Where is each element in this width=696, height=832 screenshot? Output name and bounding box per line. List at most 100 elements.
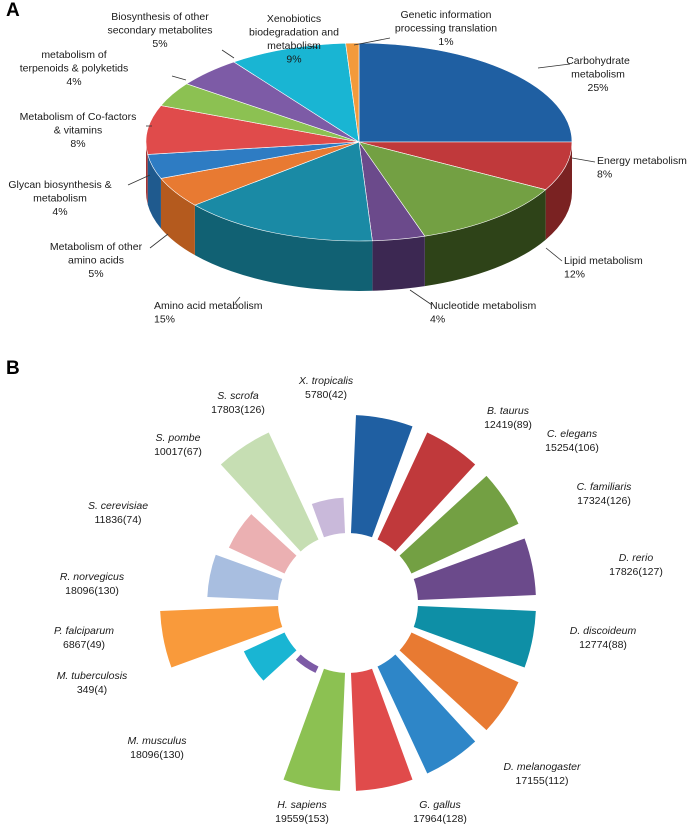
pie-a-leader-metabolism-of-terpenoids-polyketids: [171, 75, 187, 81]
pie-a-side-energy-metabolism: [545, 142, 572, 240]
pie-b-name-s-cerevisiae: S. cerevisiae: [88, 500, 148, 512]
pie-a-value-biosynthesis-of-other-secondary-metabolites: 5%: [152, 38, 167, 50]
pie-a-label-nucleotide-metabolism: Nucleotide metabolism 4%: [430, 300, 536, 326]
pie-b-name-d-rerio: D. rerio: [619, 552, 654, 564]
pie-a-leader-biosynthesis-of-other-secondary-metabolites: [221, 49, 235, 59]
pie-a-sides: [146, 142, 572, 291]
pie-a-leader-lipid-metabolism: [545, 247, 563, 262]
pie-a-labels: Carbohydrate metabolism 25% Energy metaboli…: [8, 9, 687, 326]
pie-b-name-c-elegans: C. elegans: [547, 428, 598, 440]
pie-b-name-g-gallus: G. gallus: [419, 799, 461, 811]
pie-b-label-s-pombe: S. pombe 10017(67): [154, 432, 202, 458]
pie-a-label-biosynthesis-of-other-secondary-metabolites: Biosynthesis of other secondary metabolit…: [107, 11, 212, 50]
pie-b-slice-h-sapiens: [350, 668, 413, 791]
pie-a-value-metabolism-of-terpenoids-polyketids: 4%: [66, 76, 81, 88]
pie-a-label-carbohydrate-metabolism: Carbohydrate metabolism 25%: [566, 55, 630, 94]
pie-a-label-energy-metabolism: Energy metabolism 8%: [597, 155, 687, 181]
pie-a-label-lipid-metabolism: Lipid metabolism 12%: [564, 255, 643, 281]
pie-a-slice-carbohydrate-metabolism: [358, 42, 573, 143]
pie-a-value-lipid-metabolism: 12%: [564, 269, 585, 281]
pie-b-slice-s-pombe: [228, 514, 297, 574]
pie-b-name-s-scrofa: S. scrofa: [217, 390, 259, 402]
pie-b-labels: B. taurus 12419(89)C. elegans 15254(106)C.…: [54, 375, 663, 825]
pie-b-slice-m-tuberculosis: [295, 654, 319, 673]
pie-b-label-p-falciparum: P. falciparum 6867(49): [54, 625, 114, 651]
pie-a-label-amino-acid-metabolism: Amino acid metabolism 15%: [154, 300, 263, 326]
pie-b-label-g-gallus: G. gallus 17964(128): [413, 799, 467, 825]
pie-a-slice-lipid-metabolism: [358, 141, 547, 237]
pie-a-value-glycan-biosynthesis-metabolism: 4%: [52, 206, 67, 218]
pie-a-leader-genetic-information-processing-translation: [353, 37, 391, 46]
pie-b-count-b-taurus: 12419(89): [484, 419, 532, 431]
pie-b-label-d-melanogaster: D. melanogaster 17155(112): [503, 761, 581, 787]
pie-b-name-x-tropicalis: X. tropicalis: [298, 375, 354, 387]
pie-a-leader-nucleotide-metabolism: [409, 289, 433, 306]
pie-b-count-s-cerevisiae: 11836(74): [94, 514, 141, 526]
pie-b-name-d-discoideum: D. discoideum: [570, 625, 637, 637]
pie-b-label-d-rerio: D. rerio 17826(127): [609, 552, 663, 578]
pie-b-count-c-familiaris: 17324(126): [577, 495, 631, 507]
pie-a-side-amino-acid-metabolism: [194, 205, 373, 291]
pie-b-count-p-falciparum: 6867(49): [63, 639, 105, 651]
pie-b-count-x-tropicalis: 5780(42): [305, 389, 347, 401]
pie-b-slice-r-norvegicus: [160, 605, 283, 668]
pie-b-slice-p-falciparum: [243, 632, 297, 681]
pie-a-label-glycan-biosynthesis-metabolism: Glycan biosynthesis & metabolism 4%: [8, 179, 111, 218]
pie-b-slice-c-elegans: [377, 432, 476, 552]
pie-a-label-xenobiotics-biodegradation-and-metabolism: Xenobiotics biodegradation and metabolism 9…: [249, 13, 339, 66]
pie-b-count-d-discoideum: 12774(88): [579, 639, 627, 651]
pie-b-name-h-sapiens: H. sapiens: [277, 799, 327, 811]
pie-a-leader-lines: [127, 37, 596, 306]
pie-a-leader-amino-acid-metabolism: [234, 296, 241, 304]
pie-a-leader-metabolism-of-other-amino-acids: [149, 233, 169, 249]
pie-a-side-lipid-metabolism: [424, 189, 546, 287]
pie-b-slice-s-cerevisiae: [207, 554, 283, 601]
pie-a-leader-energy-metabolism: [571, 157, 596, 163]
pie-b-count-d-melanogaster: 17155(112): [516, 775, 569, 787]
pie-b-slice-c-familiaris: [399, 475, 519, 574]
pie-b-label-s-scrofa: S. scrofa 17803(126): [211, 390, 265, 416]
pie-a-label-metabolism-of-terpenoids-polyketids: metabolism of terpenoids & polyketids 4%: [20, 49, 129, 88]
pie-a-side-metabolism-of-co-factors-vitamins: [146, 142, 148, 205]
pie-b-label-h-sapiens: H. sapiens 19559(153): [275, 799, 329, 825]
pie-b-count-h-sapiens: 19559(153): [275, 813, 329, 825]
pie-b-count-m-musculus: 18096(130): [130, 749, 184, 761]
pie-b-label-r-norvegicus: R. norvegicus 18096(130): [60, 571, 125, 597]
pie-b-slice-m-musculus: [283, 668, 346, 791]
pie-b-label-x-tropicalis: X. tropicalis 5780(42): [298, 375, 354, 401]
pie-a-leader-carbohydrate-metabolism: [537, 63, 571, 69]
pie-a-value-nucleotide-metabolism: 4%: [430, 314, 445, 326]
pie-a-value-amino-acid-metabolism: 15%: [154, 314, 175, 326]
panel-b-letter: B: [6, 358, 20, 379]
pie-b-slice-d-rerio: [413, 538, 536, 601]
pie-a-side-nucleotide-metabolism: [372, 236, 425, 291]
pie-b-name-p-falciparum: P. falciparum: [54, 625, 114, 637]
pie-a-top: [145, 42, 573, 242]
pie-a-slice-genetic-information-processing-translation: [345, 42, 360, 143]
pie-b-name-c-familiaris: C. familiaris: [577, 481, 633, 493]
pie-b-count-r-norvegicus: 18096(130): [65, 585, 119, 597]
panel-a-letter: A: [6, 0, 20, 21]
pie-b-label-m-musculus: M. musculus 18096(130): [128, 735, 188, 761]
pie-b-label-c-elegans: C. elegans 15254(106): [545, 428, 599, 454]
pie-a-value-xenobiotics-biodegradation-and-metabolism: 9%: [286, 54, 301, 66]
pie-b-label-b-taurus: B. taurus 12419(89): [484, 405, 532, 431]
pie-b-count-c-elegans: 15254(106): [545, 442, 599, 454]
pie-b-name-r-norvegicus: R. norvegicus: [60, 571, 125, 583]
pie-b-slice-g-gallus: [377, 654, 476, 774]
pie-a-slice-energy-metabolism: [358, 141, 573, 191]
pie-b-slice-x-tropicalis: [311, 497, 346, 538]
pie-b-name-b-taurus: B. taurus: [487, 405, 530, 417]
pie-b-slice-d-melanogaster: [399, 632, 519, 731]
pie-b-slice-s-scrofa: [220, 432, 319, 552]
pie-b-count-s-pombe: 10017(67): [154, 446, 202, 458]
pie-b-count-g-gallus: 17964(128): [413, 813, 467, 825]
pie-a-label-metabolism-of-co-factors-vitamins: Metabolism of Co-factors & vitamins 8%: [20, 111, 137, 150]
pie-b-slices: [160, 415, 536, 791]
pie-a-value-carbohydrate-metabolism: 25%: [587, 82, 608, 94]
pie-b-label-c-familiaris: C. familiaris 17324(126): [577, 481, 633, 507]
pie-a-leader-xenobiotics-biodegradation-and-metabolism: [309, 45, 319, 49]
pie-a-slice-amino-acid-metabolism: [194, 141, 373, 242]
pie-a-value-genetic-information-processing-translation: 1%: [438, 36, 453, 48]
